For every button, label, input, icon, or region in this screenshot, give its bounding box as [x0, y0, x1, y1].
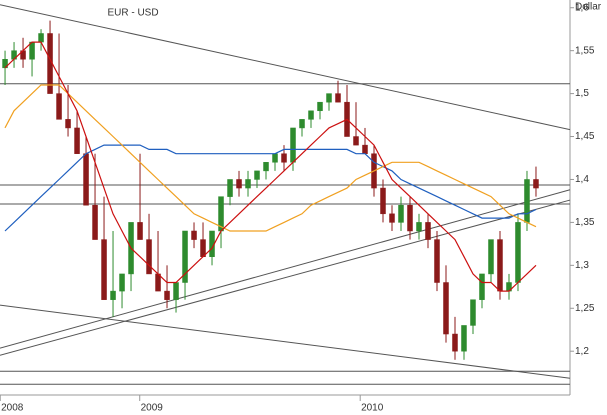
candle-body: [470, 299, 476, 326]
candle-body: [227, 179, 233, 197]
candle-body: [425, 222, 431, 240]
candle-body: [155, 273, 161, 292]
candle-body: [110, 290, 116, 300]
candle-body: [398, 204, 404, 223]
y-tick-label: 1,25: [575, 303, 595, 314]
candle-body: [236, 179, 242, 189]
moving-average-line: [4, 84, 537, 232]
x-tick-label: 2009: [141, 403, 164, 414]
candle-body: [254, 170, 260, 180]
candle-body: [119, 273, 125, 292]
candle-body: [245, 179, 251, 189]
y-tick-label: 1,55: [575, 45, 595, 56]
candle-body: [29, 41, 35, 60]
x-tick-label: 2010: [361, 403, 384, 414]
candle-body: [290, 127, 296, 163]
candle-body: [515, 222, 521, 283]
y-tick-label: 1,4: [575, 174, 589, 185]
candle-body: [164, 290, 170, 300]
candle-body: [434, 239, 440, 283]
trend-line: [0, 199, 571, 356]
candle-body: [308, 110, 314, 120]
candle-body: [533, 179, 539, 189]
candle-body: [407, 204, 413, 232]
candle-body: [92, 204, 98, 240]
candle-body: [497, 239, 503, 292]
candle-body: [443, 282, 449, 335]
y-axis-label: Dollar: [575, 2, 602, 13]
candle-body: [389, 213, 395, 223]
x-tick-label: 2008: [1, 403, 24, 414]
candle-body: [461, 325, 467, 352]
candle-body: [299, 119, 305, 129]
candle-body: [38, 33, 44, 43]
y-tick-label: 1,35: [575, 217, 595, 228]
candle-body: [362, 144, 368, 154]
candle-body: [173, 282, 179, 300]
candle-body: [74, 127, 80, 154]
trend-line: [0, 304, 571, 379]
candle-body: [281, 153, 287, 163]
candle-body: [488, 239, 494, 275]
candle-body: [65, 119, 71, 129]
y-tick-label: 1,2: [575, 346, 589, 357]
candle-body: [146, 239, 152, 275]
candle-body: [56, 93, 62, 120]
moving-average-line: [4, 41, 537, 292]
candle-body: [263, 162, 269, 172]
candle-body: [83, 153, 89, 206]
candle-body: [182, 230, 188, 283]
candle-body: [200, 239, 206, 257]
y-tick-label: 1,3: [575, 260, 589, 271]
y-tick-label: 1,6: [575, 2, 589, 13]
candle-body: [137, 222, 143, 240]
candle-body: [452, 333, 458, 352]
candle-body: [524, 179, 530, 223]
candle-body: [416, 222, 422, 232]
candle-body: [317, 101, 323, 112]
candle-body: [101, 239, 107, 300]
candle-body: [335, 93, 341, 103]
chart-title: EUR - USD: [107, 8, 158, 19]
trend-line: [0, 189, 571, 349]
trend-line: [0, 4, 571, 131]
candle-body: [479, 273, 485, 300]
candle-body: [272, 153, 278, 163]
candle-body: [326, 93, 332, 103]
moving-average-line: [4, 144, 537, 232]
candle-body: [191, 230, 197, 240]
y-tick-label: 1,5: [575, 88, 589, 99]
y-tick-label: 1,45: [575, 131, 595, 142]
candle-body: [353, 136, 359, 146]
candle-body: [380, 187, 386, 215]
